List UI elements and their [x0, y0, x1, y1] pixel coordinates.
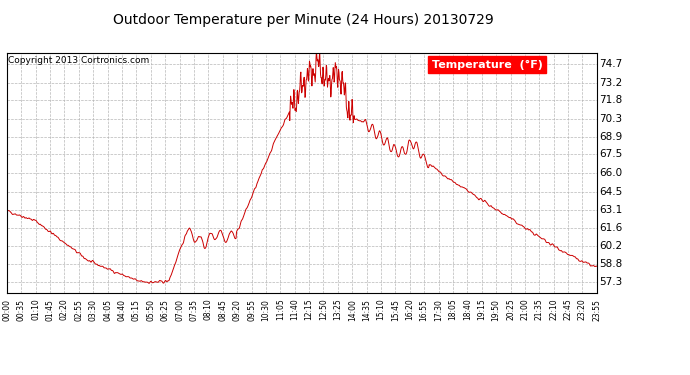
Text: 57.3: 57.3: [599, 278, 622, 288]
Text: 68.9: 68.9: [599, 132, 622, 142]
Text: 63.1: 63.1: [599, 205, 622, 214]
Text: 58.8: 58.8: [599, 259, 622, 268]
Text: 73.2: 73.2: [599, 78, 622, 88]
Text: 70.3: 70.3: [599, 114, 622, 124]
Text: 61.6: 61.6: [599, 224, 622, 233]
Text: 66.0: 66.0: [599, 168, 622, 178]
Text: 64.5: 64.5: [599, 187, 622, 197]
Text: Outdoor Temperature per Minute (24 Hours) 20130729: Outdoor Temperature per Minute (24 Hours…: [113, 13, 494, 27]
Text: 67.5: 67.5: [599, 149, 622, 159]
Text: 60.2: 60.2: [599, 241, 622, 251]
Text: 71.8: 71.8: [599, 95, 622, 105]
Text: 74.7: 74.7: [599, 59, 622, 69]
Text: Copyright 2013 Cortronics.com: Copyright 2013 Cortronics.com: [8, 56, 149, 65]
Text: Temperature  (°F): Temperature (°F): [432, 60, 542, 70]
